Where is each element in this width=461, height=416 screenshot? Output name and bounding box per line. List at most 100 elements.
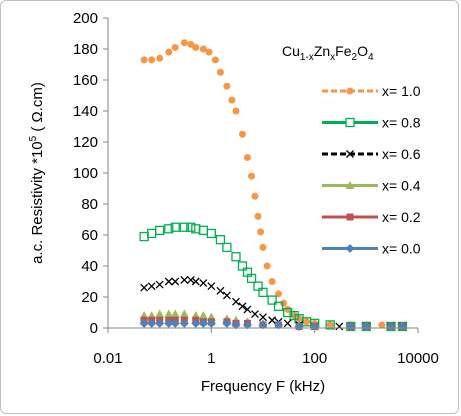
- data-point: [192, 43, 200, 51]
- data-point: [155, 318, 165, 328]
- plot-area: [139, 39, 408, 332]
- x-tick-label: 0.01: [93, 350, 122, 367]
- data-point: [268, 278, 276, 285]
- y-axis-ticks: 0 20 40 60 80 100 120 140 160 180 200: [73, 10, 108, 337]
- data-point: [164, 277, 173, 286]
- data-point: [198, 318, 208, 328]
- data-point: [397, 321, 407, 331]
- data-point: [310, 321, 320, 331]
- data-point: [361, 321, 371, 331]
- data-point: [171, 43, 179, 51]
- legend-marker: [345, 244, 355, 253]
- data-point: [222, 318, 232, 328]
- legend-item: x= 0.0: [322, 241, 421, 257]
- data-point: [206, 228, 216, 239]
- data-point: [139, 318, 149, 328]
- data-point: [155, 225, 165, 236]
- data-point: [216, 286, 225, 295]
- data-point: [295, 315, 303, 323]
- y-tick-label: 160: [73, 72, 98, 89]
- y-tick-label: 80: [81, 196, 98, 213]
- formula-sub-2: 2: [352, 52, 358, 63]
- data-point: [187, 40, 195, 48]
- formula-zn: Zn: [314, 43, 330, 59]
- data-point: [232, 297, 240, 306]
- formula-cu: Cu: [282, 43, 300, 59]
- data-point: [325, 320, 335, 330]
- data-point: [246, 273, 257, 284]
- legend-label: x= 0.4: [382, 178, 421, 194]
- y-tick-label: 100: [73, 165, 98, 182]
- x-tick-label: 10000: [397, 350, 439, 367]
- data-point: [254, 212, 262, 220]
- data-point: [378, 321, 386, 329]
- y-tick-label: 180: [73, 41, 98, 58]
- data-point: [386, 321, 396, 331]
- data-point: [170, 222, 180, 232]
- data-point: [243, 154, 251, 161]
- y-tick-label: 60: [81, 227, 98, 244]
- data-point: [206, 318, 216, 328]
- y-tick-label: 140: [73, 103, 98, 120]
- y-tick-label: 0: [90, 320, 98, 337]
- data-point: [267, 295, 277, 305]
- legend-label: x= 1.0: [382, 83, 421, 99]
- data-point: [253, 281, 263, 291]
- data-point: [215, 234, 226, 245]
- legend-item: x= 0.2: [322, 209, 421, 225]
- data-point: [140, 56, 148, 64]
- data-point: [222, 242, 232, 253]
- data-point: [186, 222, 196, 232]
- x-tick-label: 1: [207, 350, 215, 367]
- x-axis-title: Frequency F (kHz): [201, 378, 325, 395]
- data-point: [238, 302, 247, 311]
- y-axis-title-main: a.c. Resistivity *10: [29, 141, 46, 264]
- data-point: [242, 320, 252, 330]
- data-point: [259, 243, 267, 251]
- data-point: [170, 309, 180, 318]
- legend-label: x= 0.6: [382, 146, 421, 162]
- data-point: [164, 318, 174, 328]
- data-point: [199, 45, 207, 53]
- data-point: [335, 322, 344, 331]
- data-point: [191, 277, 200, 286]
- data-point: [290, 312, 298, 320]
- data-point: [165, 48, 173, 56]
- data-point: [232, 107, 240, 115]
- legend-item: x= 0.8: [322, 115, 421, 131]
- data-point: [346, 321, 356, 331]
- data-point: [147, 228, 157, 239]
- formula-sub-4: 4: [368, 52, 374, 63]
- data-point: [147, 318, 157, 328]
- data-point: [186, 275, 195, 284]
- data-point: [156, 54, 164, 62]
- data-point: [259, 313, 267, 322]
- data-point: [198, 311, 208, 320]
- legend-label: x= 0.2: [382, 209, 421, 225]
- data-point: [258, 287, 268, 298]
- data-point: [148, 56, 156, 64]
- data-point: [198, 225, 208, 236]
- data-point: [164, 309, 174, 318]
- composition-formula: Cu1-xZnxFe2O4: [282, 43, 374, 63]
- data-point: [164, 224, 174, 234]
- data-point: [248, 172, 256, 180]
- data-point: [228, 96, 236, 104]
- y-tick-label: 20: [81, 289, 98, 306]
- data-point: [257, 228, 265, 236]
- x-tick-label: 100: [302, 350, 327, 367]
- data-point: [223, 82, 231, 90]
- data-point: [268, 316, 277, 325]
- data-point: [155, 309, 165, 318]
- legend-marker: [345, 181, 355, 189]
- axes: [107, 18, 418, 329]
- data-point: [170, 318, 180, 328]
- series-x-0-0: [139, 318, 407, 331]
- formula-o: O: [357, 43, 368, 59]
- data-point: [289, 310, 299, 321]
- legend-item: x= 1.0: [322, 83, 421, 99]
- formula-sub-1-x: 1-x: [300, 52, 314, 63]
- data-point: [140, 283, 149, 292]
